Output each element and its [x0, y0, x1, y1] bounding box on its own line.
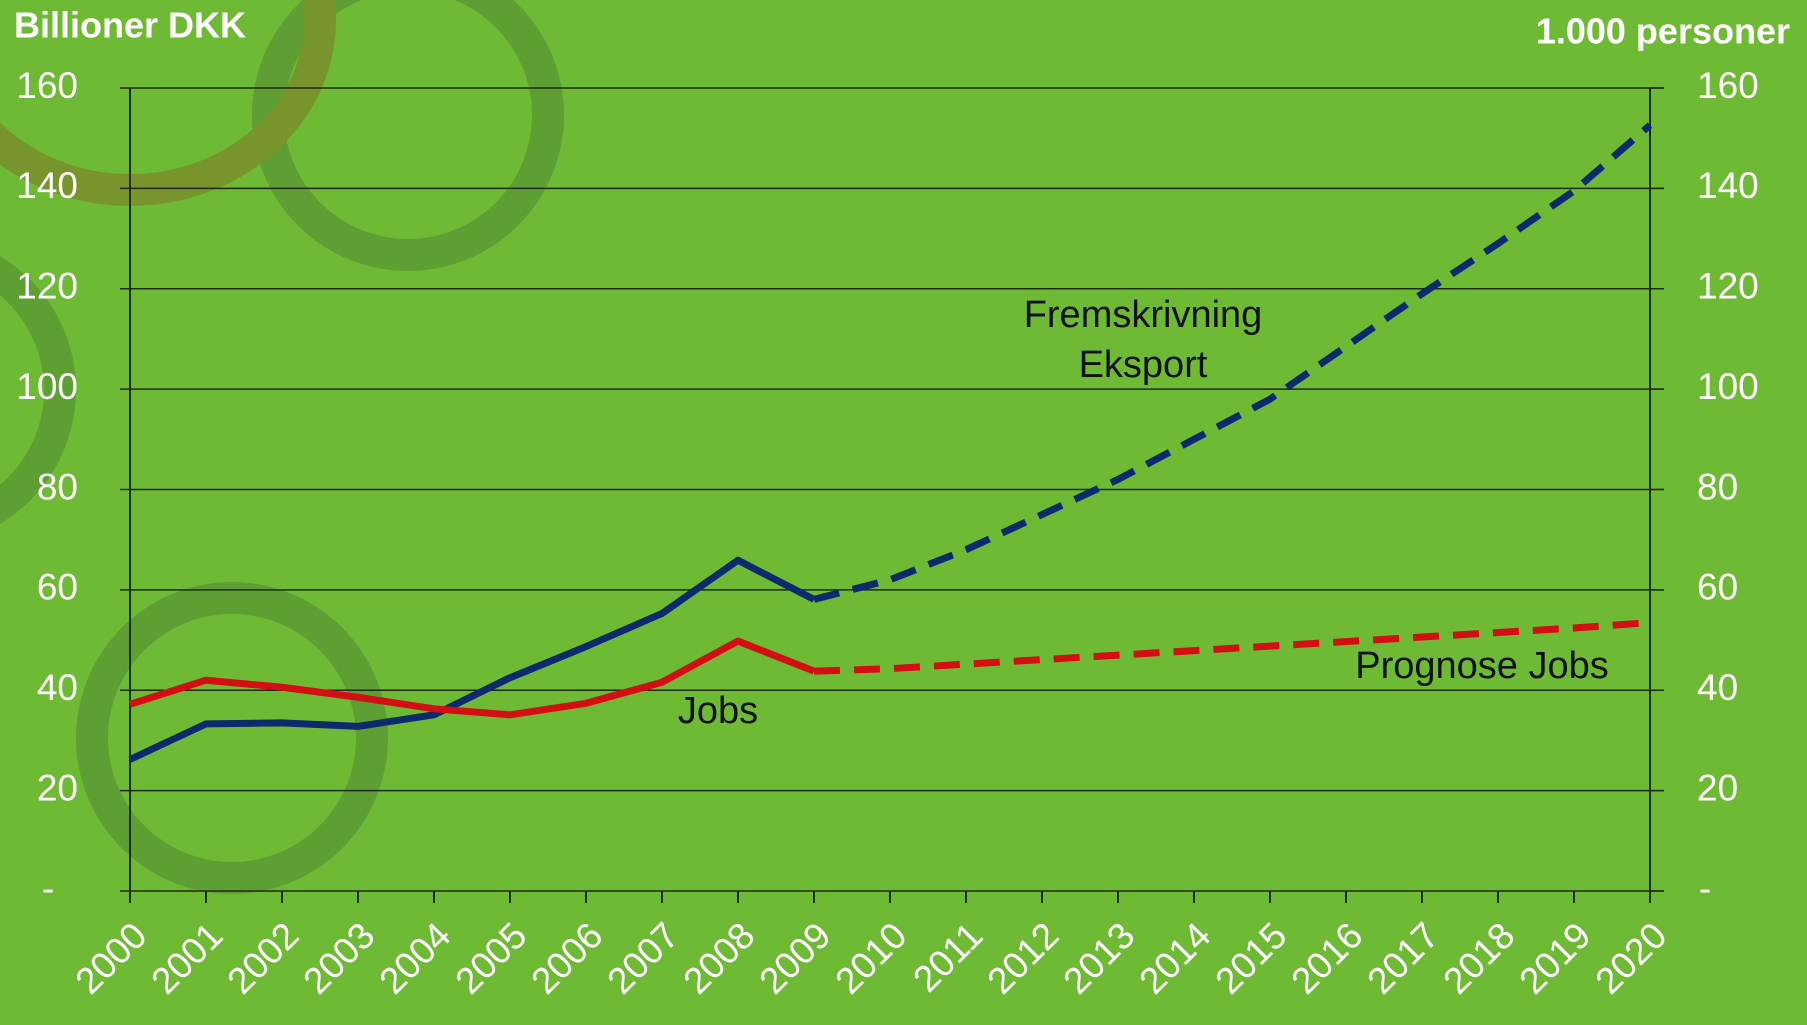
line-series [128, 637, 816, 719]
y2-tick-label: 60 [1697, 567, 1738, 608]
deco-circle [76, 582, 388, 894]
annotation: Prognose Jobs [1355, 645, 1609, 687]
y-tick-label: 140 [16, 165, 78, 206]
y2-tick-label: 140 [1697, 165, 1759, 206]
line-series [128, 556, 816, 763]
y-tick-label: 40 [37, 667, 78, 708]
line-series [813, 619, 1651, 675]
y-tick-label: 20 [37, 767, 78, 808]
y2-axis-title: 1.000 personer [1536, 11, 1790, 52]
y2-tick-label: - [1699, 868, 1711, 909]
annotation: Jobs [678, 690, 758, 732]
deco-circle [0, 256, 76, 524]
y2-tick-label: 40 [1697, 667, 1738, 708]
y2-tick-label: 160 [1697, 65, 1759, 106]
y2-tick-label: 100 [1697, 366, 1759, 407]
y2-tick-label: 20 [1697, 767, 1738, 808]
y-tick-label: 80 [37, 466, 78, 507]
y-tick-label: 160 [16, 65, 78, 106]
y-tick-label: 120 [16, 266, 78, 307]
annotation: Fremskrivning [1024, 294, 1263, 336]
y-tick-label: 60 [37, 567, 78, 608]
y2-tick-label: 80 [1697, 466, 1738, 507]
y-tick-label: - [42, 868, 54, 909]
y-axis-title: Billioner DKK [14, 5, 246, 46]
y2-tick-label: 120 [1697, 266, 1759, 307]
y-tick-label: 100 [16, 366, 78, 407]
line-series [813, 122, 1653, 603]
annotation: Eksport [1079, 344, 1208, 386]
